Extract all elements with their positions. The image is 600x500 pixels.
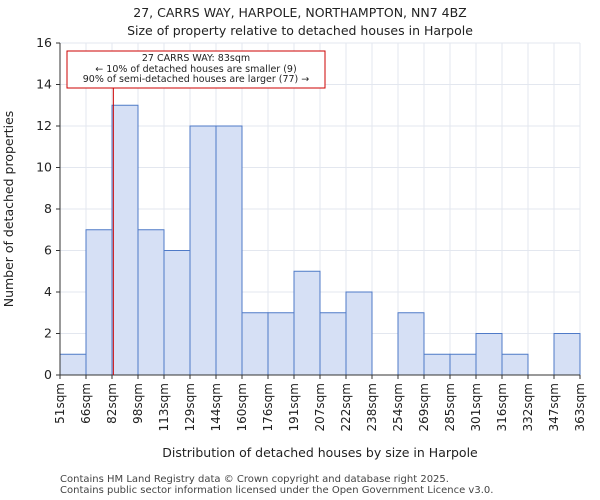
histogram-bar	[267, 312, 295, 376]
x-tick-label: 207sqm	[313, 383, 327, 431]
annotation-text: 27 CARRS WAY: 83sqm	[142, 53, 250, 64]
annotation-text: 90% of semi-detached houses are larger (…	[83, 74, 310, 85]
histogram-bar	[501, 353, 529, 376]
x-tick-label: 316sqm	[495, 383, 509, 431]
histogram-bar	[475, 333, 503, 376]
y-tick-label: 16	[36, 35, 52, 50]
histogram-bar	[163, 250, 191, 376]
x-tick-label: 191sqm	[287, 383, 301, 431]
x-tick-label: 98sqm	[131, 383, 145, 424]
x-tick-label: 332sqm	[521, 383, 535, 431]
histogram-bar	[319, 312, 347, 376]
y-tick-label: 14	[36, 77, 52, 92]
y-tick-label: 4	[44, 284, 52, 299]
y-tick-label: 8	[44, 201, 52, 216]
x-tick-label: 238sqm	[365, 383, 379, 431]
footer-licence: Contains public sector information licen…	[60, 485, 494, 496]
x-tick-label: 254sqm	[391, 383, 405, 431]
x-tick-label: 144sqm	[209, 383, 223, 431]
x-tick-label: 176sqm	[261, 383, 275, 431]
x-tick-label: 160sqm	[235, 383, 249, 431]
histogram-bar	[449, 353, 477, 376]
x-tick-label: 363sqm	[573, 383, 587, 431]
x-tick-label: 66sqm	[79, 383, 93, 424]
chart-title-line1: 27, CARRS WAY, HARPOLE, NORTHAMPTON, NN7…	[133, 5, 467, 20]
x-tick-label: 113sqm	[157, 383, 171, 431]
x-axis-label: Distribution of detached houses by size …	[162, 445, 478, 460]
x-tick-label: 129sqm	[183, 383, 197, 431]
histogram-bar	[189, 125, 217, 376]
x-tick-label: 51sqm	[53, 383, 67, 424]
histogram-bar	[137, 229, 165, 376]
y-tick-label: 2	[44, 326, 52, 341]
footer-copyright: Contains HM Land Registry data © Crown c…	[60, 474, 449, 485]
annotation-text: ← 10% of detached houses are smaller (9)	[95, 64, 296, 75]
histogram-bar	[85, 229, 113, 376]
y-tick-label: 0	[44, 367, 52, 382]
x-tick-label: 222sqm	[339, 383, 353, 431]
histogram-bar	[111, 104, 139, 376]
histogram-bar	[293, 270, 321, 376]
x-tick-label: 301sqm	[469, 383, 483, 431]
x-tick-label: 269sqm	[417, 383, 431, 431]
histogram-bar	[345, 291, 373, 376]
histogram-bar	[241, 312, 269, 376]
histogram-bar	[553, 333, 581, 376]
histogram-bar	[59, 353, 87, 376]
histogram-bar	[215, 125, 243, 376]
annotation-box	[66, 50, 326, 89]
histogram-bar	[397, 312, 425, 376]
y-tick-label: 6	[44, 243, 52, 258]
x-tick-label: 347sqm	[547, 383, 561, 431]
y-tick-label: 12	[36, 118, 52, 133]
histogram-bar	[423, 353, 451, 376]
y-axis-label: Number of detached properties	[1, 111, 16, 308]
chart-title-line2: Size of property relative to detached ho…	[127, 23, 473, 38]
x-tick-label: 285sqm	[443, 383, 457, 431]
y-tick-label: 10	[36, 160, 52, 175]
x-tick-label: 82sqm	[105, 383, 119, 424]
